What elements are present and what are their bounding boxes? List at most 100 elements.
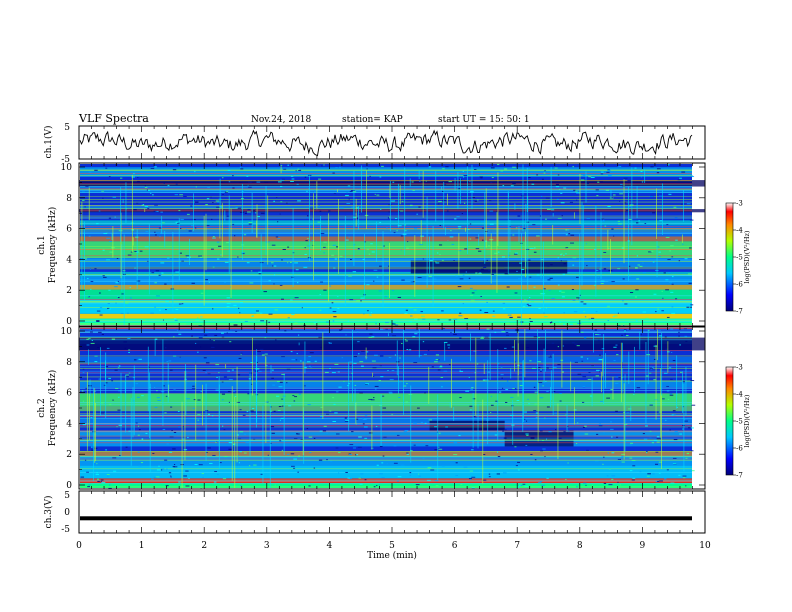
spectrogram-speckle	[688, 282, 692, 284]
spectrogram-speckle	[405, 340, 408, 342]
spectrogram-speckle	[248, 221, 253, 223]
spectrogram-speckle	[491, 274, 495, 276]
spectrogram-speckle	[224, 191, 228, 193]
spectrogram-speckle	[195, 227, 197, 229]
spectrogram-speckle	[307, 238, 309, 240]
spectrogram-speckle	[420, 421, 424, 423]
spectrogram-speckle	[329, 307, 332, 309]
spectrogram-speckle	[526, 167, 531, 169]
spectrogram-speckle	[194, 201, 199, 203]
spectrogram-speckle	[403, 385, 407, 387]
spectrogram-speckle	[255, 368, 260, 370]
spectrogram-speckle	[174, 194, 178, 196]
spectrogram-speckle	[161, 272, 164, 274]
spectrogram-speckle	[595, 334, 599, 336]
spectrogram-speckle	[457, 250, 462, 252]
spectrogram-speckle	[673, 206, 677, 208]
spectrogram-speckle	[388, 265, 390, 267]
spectrogram-speckle	[586, 358, 589, 360]
spectrogram-speckle	[325, 413, 330, 415]
spectrogram-speckle	[490, 412, 492, 414]
spectrogram-speckle	[319, 293, 321, 295]
x-tick-label: 7	[514, 541, 520, 551]
spectrogram-speckle	[296, 433, 300, 435]
spectrogram-speckle	[661, 310, 664, 312]
spectrogram-speckle	[675, 239, 678, 241]
spectrogram-speckle	[287, 246, 290, 248]
spectrogram-speckle	[653, 358, 656, 360]
spectrogram-speckle	[238, 307, 240, 309]
spectrogram-speckle	[583, 482, 587, 484]
spectrogram-speckle	[366, 351, 369, 353]
spectrogram-band	[80, 406, 692, 412]
spectrogram-speckle	[453, 260, 455, 262]
spectrogram-speckle	[355, 454, 357, 456]
ch1-spectrogram-image	[79, 164, 705, 326]
spectrogram-speckle	[481, 227, 485, 229]
spectrogram-speckle	[129, 286, 131, 288]
spectrogram-speckle	[612, 194, 616, 196]
spectrogram-speckle	[600, 280, 605, 282]
spectrogram-speckle	[678, 335, 680, 337]
spectrogram-speckle	[400, 464, 405, 466]
spectrogram-speckle	[658, 411, 662, 413]
spectrogram-speckle	[183, 195, 187, 197]
spectrogram-speckle	[372, 367, 377, 369]
spectrogram-speckle	[156, 232, 160, 234]
spectrogram-speckle	[538, 482, 542, 484]
spectrogram-speckle	[229, 341, 232, 343]
spectrogram-speckle	[201, 472, 205, 474]
spectrogram-speckle	[457, 188, 461, 190]
spectrogram-speckle	[300, 438, 304, 440]
spectrogram-speckle	[151, 272, 155, 274]
spectrogram-speckle	[147, 207, 150, 209]
spectrogram-speckle	[268, 280, 271, 282]
spectrogram-speckle	[548, 431, 552, 433]
spectrogram-speckle	[533, 247, 536, 249]
spectrogram-speckle	[248, 181, 252, 183]
spectrogram-speckle	[101, 333, 104, 335]
spectrogram-speckle	[352, 191, 357, 193]
spectrogram-speckle	[539, 481, 543, 483]
spectrogram-speckle	[137, 177, 139, 179]
spectrogram-speckle	[668, 282, 672, 284]
spectrogram-speckle	[533, 336, 538, 338]
spectrogram-speckle	[313, 244, 315, 246]
spectrogram-speckle	[137, 180, 140, 182]
spectrogram-speckle	[576, 192, 580, 194]
spectrogram-speckle	[123, 341, 127, 343]
spectrogram-speckle	[297, 200, 301, 202]
spectrogram-speckle	[289, 262, 292, 264]
spectrogram-speckle	[585, 484, 587, 486]
spectrogram-speckle	[261, 354, 265, 356]
spectrogram-speckle	[175, 183, 178, 185]
y-tick-label: 6	[66, 389, 72, 399]
spectrogram-speckle	[464, 318, 469, 320]
spectrogram-speckle	[82, 400, 85, 402]
spectrogram-speckle	[314, 360, 317, 362]
spectrogram-speckle	[388, 211, 392, 213]
spectrogram-speckle	[375, 323, 377, 325]
spectrogram-speckle	[515, 227, 518, 229]
spectrogram-speckle	[329, 410, 332, 412]
spectrogram-speckle	[108, 289, 111, 291]
spectrogram-speckle	[264, 337, 267, 339]
spectrogram-speckle	[665, 236, 670, 238]
spectrogram-speckle	[150, 312, 154, 314]
spectrogram-speckle	[591, 365, 595, 367]
spectrogram-speckle	[480, 268, 484, 270]
x-tick-label: 1	[139, 541, 145, 551]
spectrogram-speckle	[562, 273, 566, 275]
spectrogram-speckle	[642, 262, 644, 264]
spectrogram-speckle	[408, 307, 413, 309]
spectrogram-speckle	[145, 230, 149, 232]
spectrogram-speckle	[580, 356, 583, 358]
spectrogram-speckle	[455, 462, 458, 464]
spectrogram-dark-region	[79, 337, 705, 351]
spectrogram-speckle	[362, 258, 365, 260]
spectrogram-speckle	[477, 318, 480, 320]
spectrogram-speckle	[669, 394, 674, 396]
spectrogram-band	[80, 299, 692, 314]
spectrogram-speckle	[217, 473, 219, 475]
